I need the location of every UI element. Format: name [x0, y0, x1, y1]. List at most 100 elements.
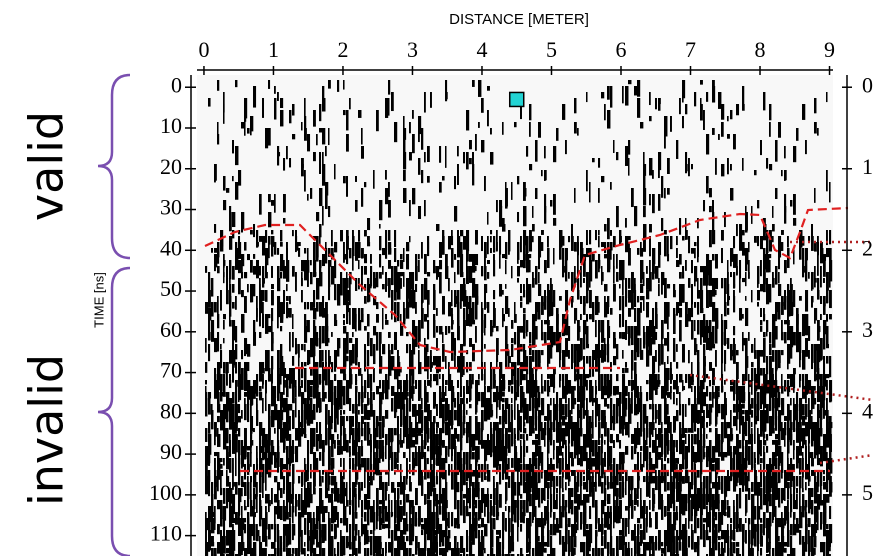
noise-speck: [247, 254, 251, 261]
noise-speck: [688, 482, 691, 498]
noise-speck: [265, 518, 268, 529]
noise-speck: [349, 428, 351, 439]
noise-speck: [238, 380, 242, 401]
noise-speck: [271, 416, 275, 428]
noise-speck: [583, 524, 586, 536]
noise-speck: [514, 122, 517, 128]
noise-speck: [364, 344, 367, 355]
noise-speck: [214, 482, 217, 500]
noise-speck: [697, 536, 700, 546]
noise-speck: [568, 458, 571, 480]
noise-speck: [352, 404, 355, 414]
noise-speck: [685, 218, 687, 240]
noise-speck: [493, 236, 496, 252]
noise-speck: [301, 530, 303, 549]
noise-speck: [388, 98, 390, 116]
noise-speck: [697, 248, 699, 263]
noise-speck: [283, 524, 287, 536]
noise-speck: [760, 536, 763, 547]
noise-speck: [427, 548, 431, 556]
noise-speck: [445, 488, 447, 496]
noise-speck: [304, 398, 307, 410]
noise-speck: [328, 380, 332, 402]
noise-speck: [481, 488, 485, 504]
noise-speck: [259, 296, 263, 314]
noise-speck: [646, 488, 649, 495]
noise-speck: [697, 488, 701, 509]
noise-speck: [496, 200, 498, 213]
noise-speck: [475, 410, 477, 415]
noise-speck: [610, 248, 612, 260]
noise-speck: [553, 248, 555, 265]
noise-speck: [262, 536, 266, 542]
noise-speck: [382, 452, 385, 462]
noise-speck: [727, 434, 731, 456]
noise-speck: [628, 248, 631, 266]
noise-speck: [556, 344, 558, 353]
noise-speck: [367, 332, 370, 347]
noise-speck: [574, 488, 578, 499]
noise-speck: [313, 272, 317, 277]
noise-speck: [796, 458, 799, 468]
noise-speck: [517, 176, 520, 185]
noise-speck: [493, 488, 496, 506]
noise-speck: [310, 410, 314, 424]
noise-speck: [226, 416, 228, 421]
noise-speck: [547, 512, 550, 533]
noise-speck: [601, 506, 603, 528]
noise-speck: [715, 320, 719, 328]
noise-speck: [544, 470, 548, 482]
noise-speck: [274, 524, 277, 542]
noise-speck: [400, 398, 404, 410]
noise-speck: [775, 506, 777, 524]
noise-speck: [433, 482, 436, 488]
noise-speck: [763, 266, 766, 285]
noise-speck: [667, 158, 670, 174]
noise-speck: [217, 380, 221, 391]
noise-speck: [499, 398, 501, 410]
noise-speck: [772, 236, 774, 243]
noise-speck: [268, 440, 271, 453]
noise-speck: [334, 260, 337, 279]
noise-speck: [763, 224, 767, 233]
noise-speck: [760, 284, 764, 292]
noise-speck: [322, 254, 326, 267]
noise-speck: [397, 260, 400, 267]
noise-speck: [352, 344, 355, 364]
noise-speck: [223, 506, 227, 521]
noise-speck: [358, 542, 361, 554]
noise-speck: [292, 368, 295, 388]
noise-speck: [379, 332, 382, 344]
noise-speck: [562, 104, 566, 120]
noise-speck: [733, 512, 736, 530]
noise-speck: [346, 500, 349, 507]
noise-speck: [763, 434, 766, 439]
noise-speck: [667, 314, 669, 330]
noise-speck: [703, 452, 706, 458]
noise-speck: [502, 554, 505, 556]
noise-speck: [631, 506, 634, 519]
noise-speck: [247, 344, 251, 357]
noise-speck: [799, 350, 802, 361]
noise-speck: [529, 548, 531, 556]
noise-speck: [505, 398, 509, 410]
noise-speck: [649, 392, 652, 400]
noise-speck: [526, 518, 530, 539]
noise-speck: [577, 494, 581, 510]
noise-speck: [586, 380, 588, 391]
noise-speck: [631, 548, 633, 556]
noise-speck: [766, 548, 769, 553]
noise-speck: [778, 470, 781, 483]
noise-speck: [739, 308, 743, 321]
noise-speck: [364, 326, 367, 331]
noise-speck: [376, 110, 379, 132]
noise-speck: [466, 452, 469, 474]
noise-speck: [565, 482, 567, 491]
noise-speck: [715, 350, 717, 367]
noise-speck: [301, 488, 303, 509]
noise-speck: [385, 446, 387, 460]
noise-speck: [238, 446, 241, 465]
noise-speck: [742, 524, 745, 543]
noise-speck: [565, 524, 568, 545]
noise-speck: [256, 410, 259, 426]
